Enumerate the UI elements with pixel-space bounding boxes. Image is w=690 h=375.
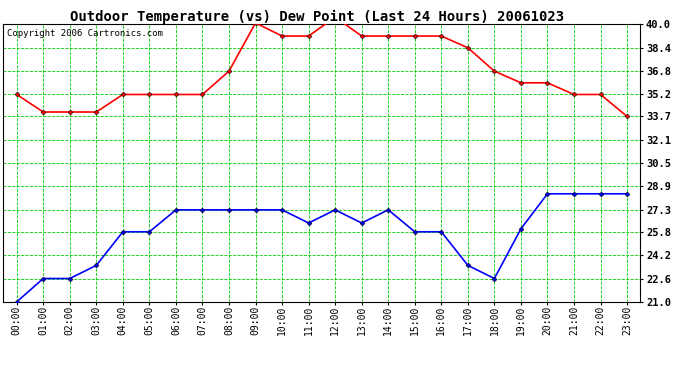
Text: Copyright 2006 Cartronics.com: Copyright 2006 Cartronics.com [7, 28, 163, 38]
Text: Outdoor Temperature (vs) Dew Point (Last 24 Hours) 20061023: Outdoor Temperature (vs) Dew Point (Last… [70, 9, 564, 24]
